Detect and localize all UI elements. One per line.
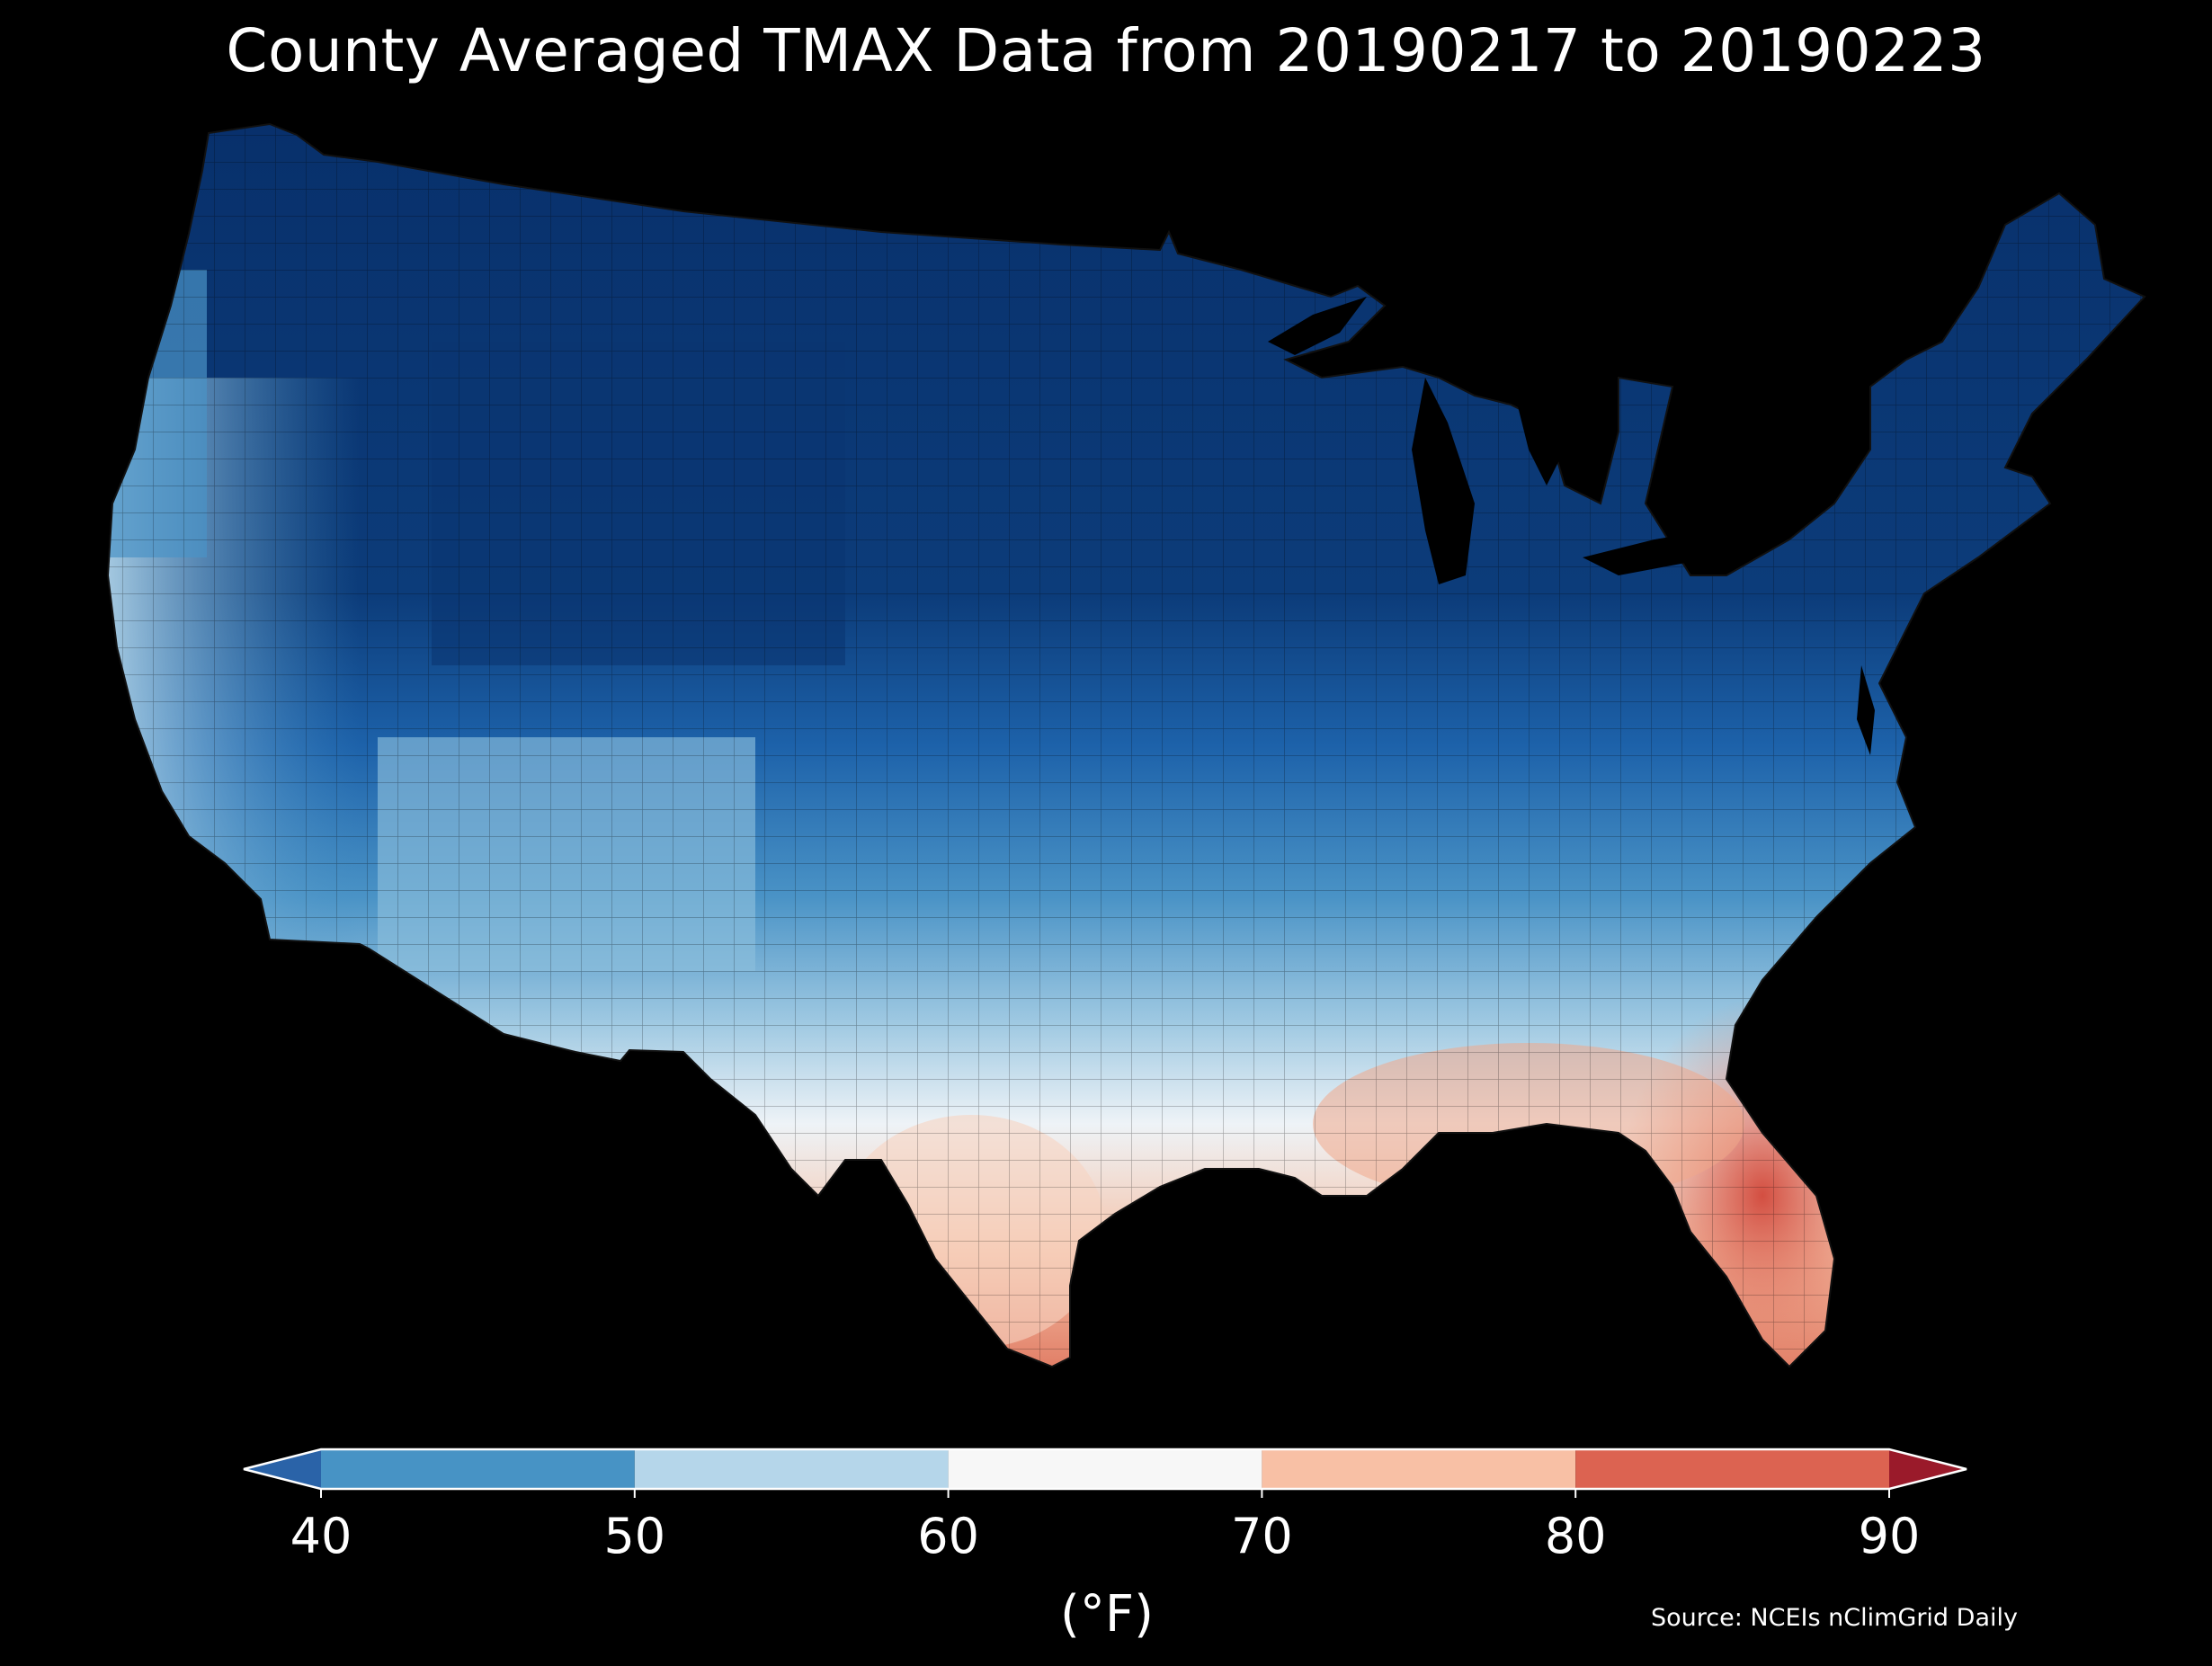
lake-erie xyxy=(1583,530,1708,575)
map-title: County Averaged TMAX Data from 20190217 … xyxy=(226,16,1986,85)
colorbar-bin-0 xyxy=(321,1449,635,1489)
colorbar-bin-1 xyxy=(634,1449,949,1489)
lake-michigan xyxy=(1412,378,1475,584)
colorbar-bin-2 xyxy=(948,1449,1262,1489)
lake-superior xyxy=(1268,297,1367,355)
colorbar-tick-label: 80 xyxy=(1544,1508,1607,1564)
colorbar-tick-label: 40 xyxy=(290,1508,352,1564)
colorbar-tick-label: 90 xyxy=(1858,1508,1921,1564)
us-county-tmax-map xyxy=(107,123,2145,1368)
colorbar-unit-label: (°F) xyxy=(1060,1585,1154,1644)
colorbar-tick-label: 50 xyxy=(603,1508,666,1564)
colorbar-bin-4 xyxy=(1575,1449,1889,1489)
source-credit: Source: NCEIs nClimGrid Daily xyxy=(1651,1604,2018,1632)
colorbar-tick-label: 60 xyxy=(917,1508,979,1564)
lake-huron xyxy=(1511,378,1565,486)
colorbar-extend-low xyxy=(244,1449,321,1489)
chesapeake-bay xyxy=(1857,665,1875,755)
colorbar-extend-high xyxy=(1889,1449,1967,1489)
colorbar-tick-label: 70 xyxy=(1231,1508,1293,1564)
colorbar-bin-3 xyxy=(1262,1449,1576,1489)
